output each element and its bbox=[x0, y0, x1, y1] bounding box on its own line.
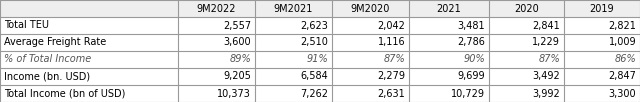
Text: 10,729: 10,729 bbox=[451, 89, 485, 99]
Bar bbox=[0, 51, 640, 68]
Bar bbox=[0, 85, 640, 102]
Text: 90%: 90% bbox=[463, 54, 485, 64]
Text: 2,847: 2,847 bbox=[608, 72, 636, 81]
Text: Average Freight Rate: Average Freight Rate bbox=[4, 38, 106, 48]
Text: 3,481: 3,481 bbox=[458, 21, 485, 30]
Text: 2019: 2019 bbox=[589, 3, 614, 13]
Text: Total Income (bn of USD): Total Income (bn of USD) bbox=[4, 89, 125, 99]
Text: 2,623: 2,623 bbox=[300, 21, 328, 30]
Text: 2,821: 2,821 bbox=[608, 21, 636, 30]
Text: 9M2022: 9M2022 bbox=[196, 3, 236, 13]
Text: Total TEU: Total TEU bbox=[4, 21, 49, 30]
Text: 3,992: 3,992 bbox=[532, 89, 560, 99]
Text: 2,786: 2,786 bbox=[458, 38, 485, 48]
Bar bbox=[0, 0, 640, 17]
Bar bbox=[0, 68, 640, 85]
Text: 2021: 2021 bbox=[436, 3, 461, 13]
Text: 91%: 91% bbox=[307, 54, 328, 64]
Text: 2,841: 2,841 bbox=[532, 21, 560, 30]
Text: 86%: 86% bbox=[614, 54, 636, 64]
Text: 9M2021: 9M2021 bbox=[274, 3, 313, 13]
Text: 89%: 89% bbox=[229, 54, 251, 64]
Text: 3,300: 3,300 bbox=[609, 89, 636, 99]
Text: 9M2020: 9M2020 bbox=[351, 3, 390, 13]
Text: 87%: 87% bbox=[538, 54, 560, 64]
Text: 2,042: 2,042 bbox=[378, 21, 405, 30]
Text: Income (bn. USD): Income (bn. USD) bbox=[4, 72, 90, 81]
Text: 10,373: 10,373 bbox=[218, 89, 251, 99]
Text: 6,584: 6,584 bbox=[300, 72, 328, 81]
Bar bbox=[0, 17, 640, 34]
Text: 2,510: 2,510 bbox=[300, 38, 328, 48]
Text: 7,262: 7,262 bbox=[300, 89, 328, 99]
Text: 1,009: 1,009 bbox=[609, 38, 636, 48]
Text: 3,600: 3,600 bbox=[223, 38, 251, 48]
Text: 2,557: 2,557 bbox=[223, 21, 251, 30]
Text: 3,492: 3,492 bbox=[532, 72, 560, 81]
Bar bbox=[0, 34, 640, 51]
Text: 9,205: 9,205 bbox=[223, 72, 251, 81]
Text: % of Total Income: % of Total Income bbox=[4, 54, 91, 64]
Text: 1,116: 1,116 bbox=[378, 38, 405, 48]
Text: 9,699: 9,699 bbox=[458, 72, 485, 81]
Text: 1,229: 1,229 bbox=[532, 38, 560, 48]
Text: 2,631: 2,631 bbox=[378, 89, 405, 99]
Text: 2,279: 2,279 bbox=[377, 72, 405, 81]
Text: 87%: 87% bbox=[383, 54, 405, 64]
Text: 2020: 2020 bbox=[514, 3, 539, 13]
